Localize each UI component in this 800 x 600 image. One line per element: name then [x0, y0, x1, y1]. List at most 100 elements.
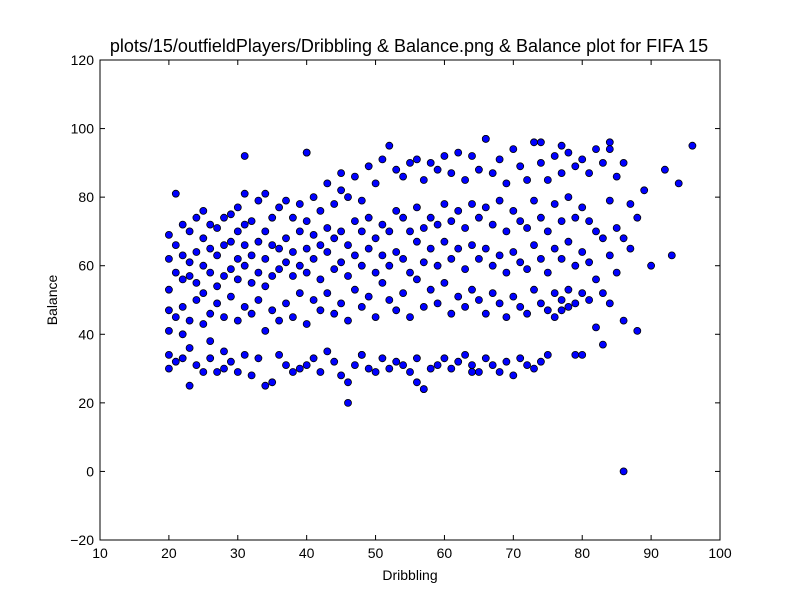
- data-point: [626, 244, 635, 253]
- data-point: [633, 326, 642, 335]
- data-point: [337, 258, 346, 267]
- data-point: [516, 302, 525, 311]
- x-tick-label: 50: [368, 545, 384, 561]
- data-point: [461, 176, 470, 184]
- x-tick-label: 90: [643, 545, 659, 561]
- data-point: [564, 193, 573, 202]
- data-point: [323, 289, 332, 298]
- data-point: [468, 152, 476, 160]
- data-point: [164, 306, 173, 315]
- data-point: [461, 302, 470, 311]
- data-point: [323, 248, 332, 256]
- data-point: [474, 296, 483, 304]
- data-point: [295, 364, 304, 373]
- data-point: [371, 268, 380, 277]
- data-point: [626, 200, 635, 208]
- data-point: [509, 371, 518, 380]
- data-point: [406, 227, 414, 236]
- x-tick-label: 40: [299, 545, 315, 561]
- data-point: [385, 141, 394, 150]
- data-point: [502, 227, 511, 236]
- data-point: [199, 368, 208, 376]
- data-point: [295, 289, 304, 298]
- data-point: [516, 258, 525, 267]
- data-point: [523, 224, 531, 232]
- data-point: [192, 296, 201, 304]
- data-point: [295, 261, 304, 270]
- data-point: [192, 248, 201, 256]
- data-point: [240, 152, 249, 160]
- data-point: [233, 254, 242, 263]
- data-point: [516, 354, 525, 363]
- data-point: [592, 275, 600, 284]
- data-point: [337, 299, 346, 308]
- data-point: [178, 275, 187, 284]
- data-point: [454, 244, 463, 253]
- data-point: [599, 289, 607, 298]
- data-point: [220, 213, 228, 222]
- data-point: [371, 234, 380, 243]
- data-point: [433, 361, 442, 370]
- data-point: [371, 179, 380, 188]
- data-point: [468, 368, 476, 376]
- data-point: [261, 282, 270, 291]
- data-point: [206, 337, 215, 346]
- data-point: [454, 357, 463, 366]
- data-point: [295, 227, 304, 236]
- data-point: [557, 254, 566, 263]
- data-point: [426, 158, 435, 167]
- data-point: [523, 265, 531, 274]
- data-point: [350, 361, 359, 370]
- data-point: [516, 217, 525, 226]
- data-point: [516, 162, 525, 171]
- data-point: [185, 316, 194, 325]
- data-point: [164, 364, 173, 373]
- data-point: [178, 302, 187, 311]
- data-point: [337, 227, 346, 236]
- data-point: [240, 261, 249, 270]
- data-point: [261, 326, 270, 335]
- data-point: [206, 220, 215, 229]
- data-point: [213, 282, 222, 291]
- data-point: [364, 364, 373, 373]
- data-point: [282, 234, 290, 243]
- data-point: [433, 165, 442, 174]
- data-point: [440, 354, 449, 363]
- data-point: [350, 251, 359, 260]
- data-point: [171, 268, 180, 277]
- data-point: [288, 368, 297, 376]
- data-point: [316, 206, 325, 215]
- data-point: [378, 251, 387, 260]
- data-point: [419, 302, 428, 311]
- data-point: [406, 268, 414, 277]
- data-point: [495, 368, 504, 376]
- data-point: [440, 152, 449, 160]
- data-point: [309, 193, 318, 202]
- data-point: [564, 237, 573, 246]
- data-point: [474, 213, 483, 222]
- data-point: [240, 302, 249, 311]
- data-point: [240, 189, 249, 198]
- data-point: [426, 213, 435, 222]
- data-point: [523, 309, 531, 318]
- data-point: [268, 241, 277, 250]
- data-point: [344, 272, 352, 280]
- data-point: [247, 217, 256, 226]
- data-point: [226, 237, 235, 246]
- data-point: [344, 193, 352, 202]
- data-point: [667, 251, 676, 260]
- data-point: [178, 251, 187, 260]
- data-point: [537, 138, 545, 147]
- data-point: [447, 169, 456, 178]
- data-point: [612, 172, 621, 181]
- data-point: [192, 213, 201, 222]
- data-point: [392, 357, 401, 366]
- data-point: [530, 196, 538, 205]
- data-point: [543, 227, 552, 236]
- data-point: [605, 251, 614, 260]
- data-point: [378, 155, 387, 164]
- data-point: [419, 176, 428, 184]
- data-point: [426, 285, 435, 294]
